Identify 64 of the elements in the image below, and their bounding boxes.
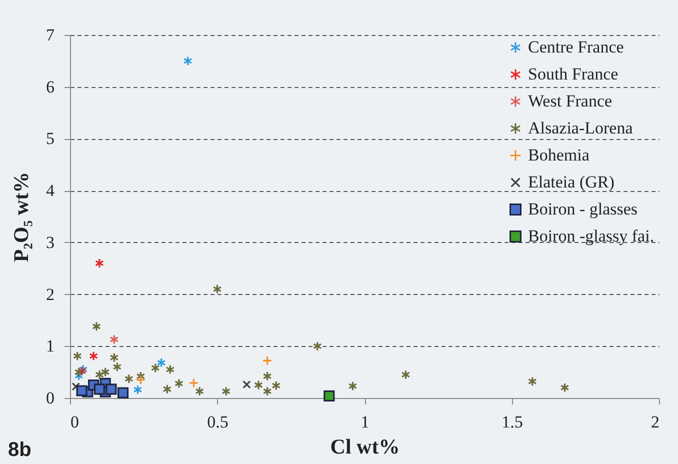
- y-axis-title: P₂O₅ wt%: [9, 172, 33, 262]
- y-tick-label: 2: [46, 284, 54, 304]
- point: [92, 321, 101, 332]
- point: [95, 370, 104, 380]
- point: [262, 371, 272, 382]
- point: [174, 378, 184, 388]
- point: [156, 358, 166, 368]
- x-tick-label: 1: [360, 412, 370, 432]
- point: [72, 382, 80, 391]
- point: [528, 376, 537, 386]
- x-axis-title: Cl wt%: [330, 434, 400, 458]
- point: [312, 341, 322, 352]
- x-tick-label: 0: [70, 412, 79, 432]
- point: [254, 380, 263, 390]
- point: [94, 384, 105, 395]
- y-tick-label: 7: [46, 26, 55, 44]
- legend-label: Bohemia: [528, 146, 590, 164]
- point: [560, 382, 570, 393]
- y-tick-label: 0: [46, 388, 54, 408]
- point: [183, 56, 192, 66]
- point: [262, 356, 272, 366]
- point: [242, 380, 251, 389]
- point: [100, 367, 110, 378]
- y-tick-label: 3: [46, 232, 54, 252]
- point: [401, 370, 410, 380]
- point: [76, 385, 88, 396]
- y-tick-label: 5: [46, 129, 54, 148]
- point: [324, 390, 335, 402]
- y-tick-label: 6: [46, 77, 54, 96]
- point: [110, 352, 119, 363]
- point: [272, 380, 281, 391]
- point: [166, 364, 175, 374]
- point: [222, 386, 231, 396]
- legend-label: South France: [528, 64, 618, 84]
- point: [95, 258, 104, 268]
- point: [162, 384, 172, 394]
- legend-label: Boiron -glassy fai.: [528, 226, 654, 246]
- point: [106, 384, 117, 395]
- point: [188, 378, 199, 388]
- point: [212, 284, 222, 294]
- point: [136, 374, 146, 385]
- x-tick-label: 0.5: [207, 412, 228, 432]
- text: 8b: [8, 439, 32, 461]
- point: [195, 386, 204, 396]
- point: [117, 387, 129, 398]
- point: [110, 334, 119, 344]
- legend-label: Elateia (GR): [528, 172, 614, 192]
- point: [74, 367, 84, 378]
- legend-label: West France: [528, 92, 612, 110]
- y-tick-label: 1: [46, 336, 54, 356]
- legend-label: Alsazia-Lorena: [528, 118, 634, 138]
- point: [133, 384, 142, 395]
- point: [262, 386, 272, 396]
- point: [124, 374, 134, 384]
- x-tick-label: 1.5: [502, 412, 523, 432]
- point: [112, 362, 122, 372]
- point: [72, 351, 82, 361]
- point: [89, 351, 98, 361]
- legend-label: Boiron - glasses: [528, 200, 638, 218]
- y-tick-label: 4: [46, 181, 55, 200]
- x-tick-label: 2: [651, 412, 660, 432]
- point: [150, 362, 160, 373]
- point: [348, 381, 358, 392]
- legend-label: Centre France: [528, 38, 624, 56]
